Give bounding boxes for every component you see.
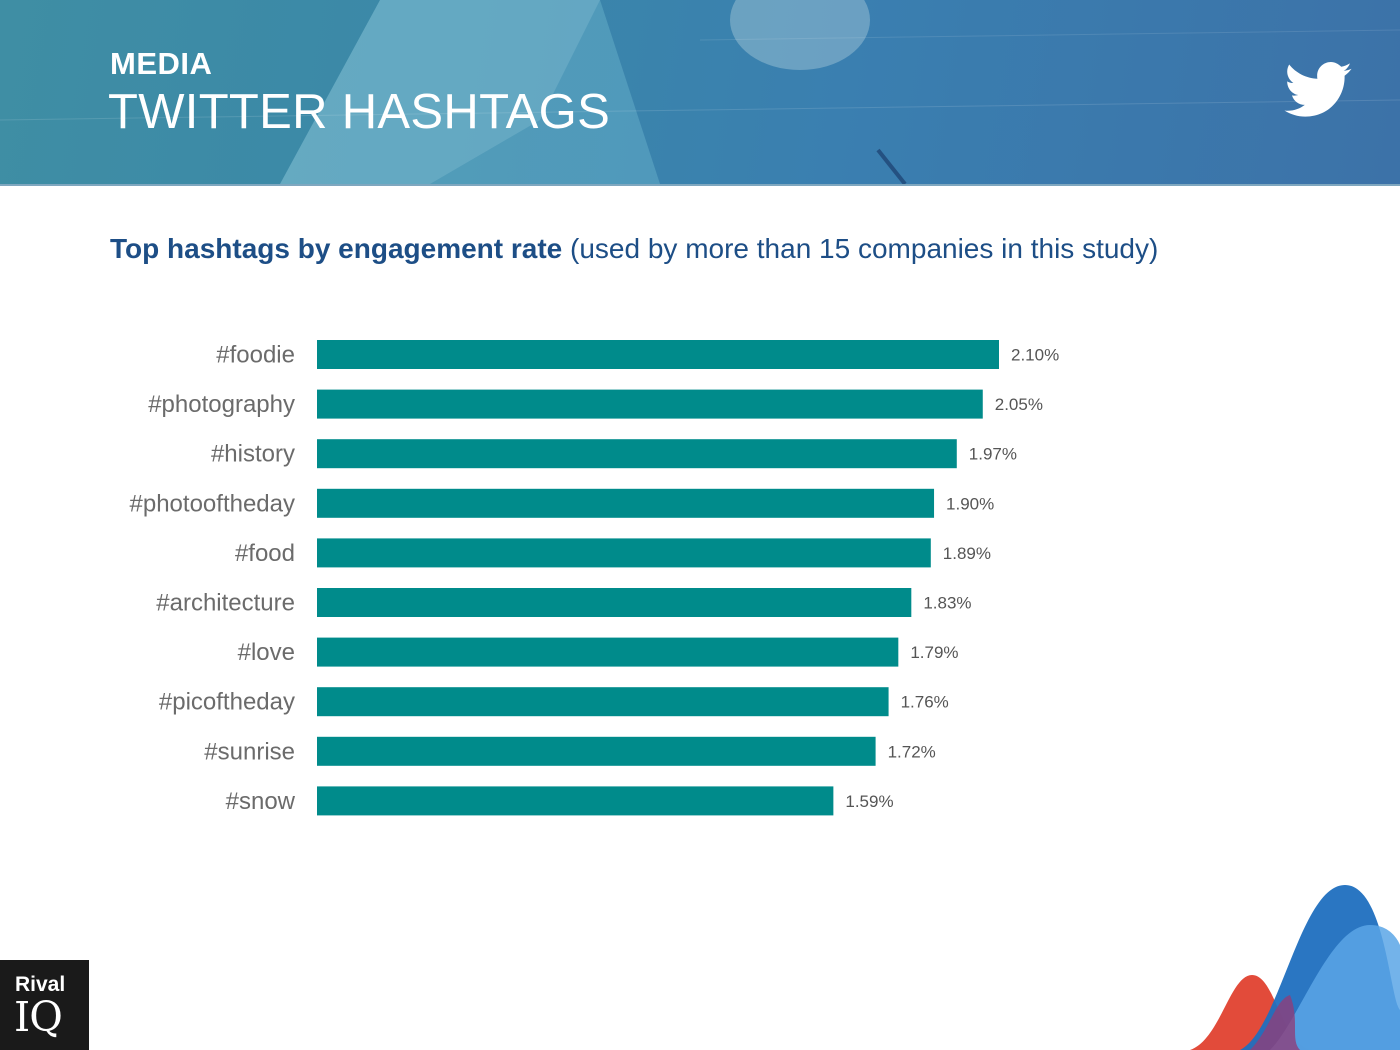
value-label: 1.83% [923, 594, 971, 613]
value-label: 1.97% [969, 445, 1017, 464]
bar [317, 736, 876, 766]
category-label: #love [238, 639, 295, 666]
value-label: 1.89% [943, 544, 991, 563]
page-title: TWITTER HASHTAGS [108, 85, 611, 139]
category-label: #architecture [156, 590, 295, 617]
value-label: 1.72% [888, 742, 936, 761]
bar [317, 389, 983, 419]
chart-subtitle: Top hashtags by engagement rate (used by… [110, 233, 1158, 265]
bar [317, 340, 999, 369]
header-background-art [0, 0, 1400, 184]
rival-iq-logo: Rival IQ [0, 960, 89, 1050]
value-label: 1.90% [946, 494, 994, 513]
category-label: #history [211, 441, 295, 468]
logo-text-iq: IQ [14, 993, 63, 1041]
category-label: #photooftheday [130, 490, 295, 517]
bar-chart: #foodie 2.10% #photography 2.05% #history 1.9… [130, 340, 1059, 816]
chart-subtitle-rest: (used by more than 15 companies in this … [562, 233, 1159, 264]
decorative-waves [1190, 885, 1400, 1050]
bar [317, 687, 889, 717]
category-label: #snow [226, 788, 296, 815]
category-label: #picoftheday [159, 689, 295, 716]
value-label: 2.05% [995, 395, 1043, 414]
category-label: #foodie [216, 342, 295, 369]
chart-subtitle-strong: Top hashtags by engagement rate [110, 233, 563, 264]
value-label: 1.79% [910, 643, 958, 662]
bar [317, 786, 834, 816]
category-label: #photography [148, 391, 295, 418]
value-label: 2.10% [1011, 346, 1059, 365]
bar [317, 538, 931, 568]
value-label: 1.59% [845, 792, 893, 811]
value-label: 1.76% [901, 693, 949, 712]
category-label: #sunrise [204, 738, 295, 765]
bar [317, 588, 912, 617]
header-banner: MEDIA TWITTER HASHTAGS [0, 0, 1400, 186]
bar [317, 439, 957, 469]
bar [317, 637, 899, 667]
section-kicker: MEDIA [110, 46, 213, 81]
logo-text-rival: Rival [15, 973, 66, 996]
bar [317, 488, 935, 518]
twitter-bird-icon [1284, 62, 1352, 117]
category-label: #food [235, 540, 295, 567]
